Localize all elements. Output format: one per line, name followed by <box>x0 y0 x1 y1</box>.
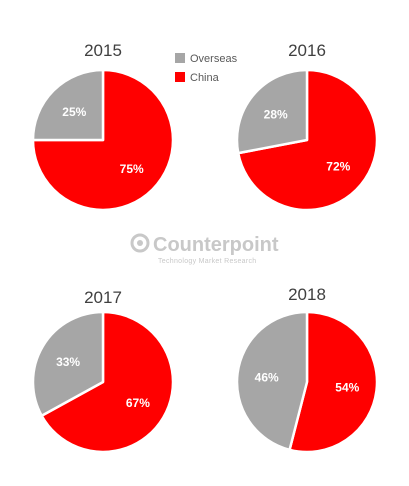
legend: Overseas China <box>175 53 238 84</box>
legend-label-china: China <box>190 72 220 84</box>
pie-data-label-overseas: 33% <box>56 355 80 369</box>
pie-slice-overseas <box>235 68 309 155</box>
counterpoint-watermark: Counterpoint Technology Market Research <box>130 233 279 265</box>
pie-chart-2015: 2015 75% 25% <box>31 41 175 212</box>
legend-swatch-overseas <box>175 53 185 63</box>
pie-data-label-overseas: 25% <box>62 105 86 119</box>
pie-chart-2017: 2017 67% 33% <box>31 288 175 454</box>
counterpoint-logo-icon <box>130 233 150 253</box>
pies-group: 2015 75% 25% 2016 72% 28% 2017 67% 33% 2018 54% 46% <box>31 41 379 454</box>
pie-slice-china <box>288 310 379 454</box>
pie-slice-overseas <box>31 310 105 417</box>
watermark-tagline: Technology Market Research <box>158 258 256 265</box>
watermark-brand: Counterpoint <box>153 234 279 256</box>
pie-chart-2016: 2016 72% 28% <box>235 41 379 212</box>
pie-data-label-china: 54% <box>335 381 359 395</box>
pie-data-label-overseas: 28% <box>264 108 288 122</box>
pie-slice-overseas <box>31 68 105 142</box>
legend-swatch-china <box>175 72 185 82</box>
pie-slice-overseas <box>235 310 309 452</box>
pie-title: 2018 <box>288 285 326 304</box>
pie-slice-china <box>40 310 175 454</box>
pie-data-label-china: 72% <box>326 159 350 173</box>
legend-label-overseas: Overseas <box>190 53 238 65</box>
pie-data-label-china: 75% <box>120 162 144 176</box>
pie-title: 2016 <box>288 41 326 60</box>
pie-title: 2015 <box>84 41 122 60</box>
pie-chart-2018: 2018 54% 46% <box>235 285 379 454</box>
pie-data-label-overseas: 46% <box>255 370 279 384</box>
pie-data-label-china: 67% <box>126 396 150 410</box>
pie-title: 2017 <box>84 288 122 307</box>
